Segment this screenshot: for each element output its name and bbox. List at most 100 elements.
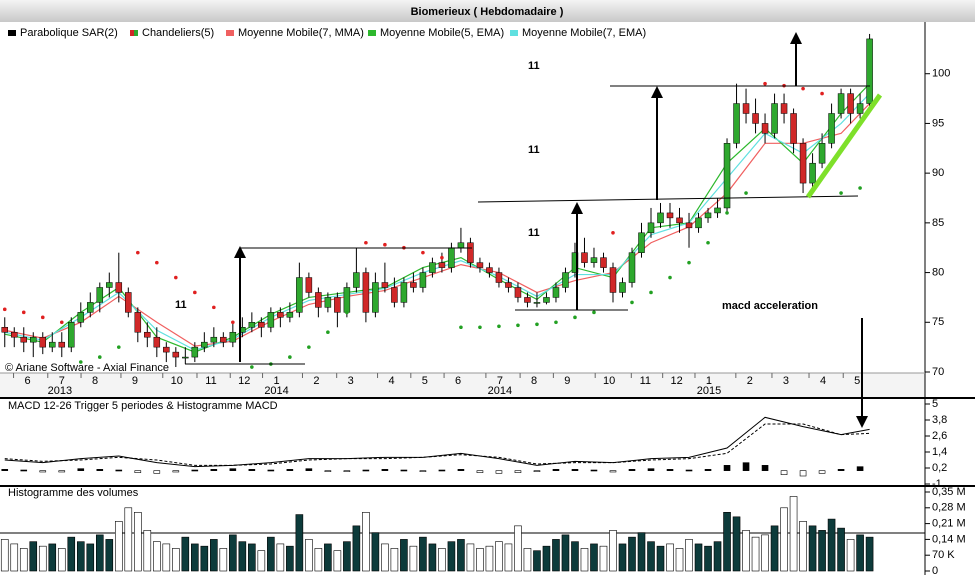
histogram-bar	[229, 468, 237, 471]
candle-body	[714, 207, 721, 214]
candle-body	[666, 212, 674, 219]
candle-body	[49, 341, 56, 348]
sar-dot	[858, 186, 862, 190]
volume-bar	[552, 539, 560, 572]
x-year-label: 2014	[264, 385, 288, 397]
candle-body	[410, 282, 417, 288]
x-tick-label: 12	[238, 375, 250, 387]
sar-dot	[573, 315, 577, 320]
copyright: © Ariane Software - Axial Finance	[5, 362, 169, 374]
volume-bar	[666, 543, 674, 572]
x-tick-label: 7	[497, 375, 503, 387]
legend-label: Chandeliers(5)	[142, 27, 214, 39]
candle-body	[96, 287, 104, 303]
histogram-bar	[172, 470, 180, 473]
x-axis-band	[0, 373, 925, 397]
y-tick-label: 0,2	[932, 462, 947, 474]
candle-body	[419, 272, 427, 288]
candle-body	[353, 272, 360, 288]
x-tick-label: 11	[205, 375, 216, 387]
volume-bar	[485, 545, 494, 572]
y-tick-label: 3,8	[932, 414, 947, 426]
y-tick-label: 0	[932, 565, 938, 575]
candle-body	[733, 103, 740, 144]
volume-bar	[542, 545, 551, 572]
sar-dot	[440, 255, 444, 260]
y-tick-label: 75	[932, 316, 944, 328]
histogram-bar	[666, 469, 674, 471]
volume-bar	[533, 550, 541, 572]
volume-bar	[514, 525, 522, 572]
histogram-bar	[742, 462, 750, 471]
sar-dot	[364, 240, 368, 245]
volume-bar	[286, 545, 294, 572]
candle-body	[771, 103, 778, 134]
sar-dot	[21, 310, 26, 315]
candle-body	[543, 297, 550, 303]
sar-dot	[40, 315, 45, 320]
histogram-bar	[419, 470, 427, 472]
candle-body	[315, 292, 322, 308]
candle-body	[58, 341, 66, 348]
volume-bar	[153, 541, 161, 572]
histogram-bar	[96, 469, 104, 471]
volume-bar	[476, 548, 484, 572]
candle-body	[400, 282, 408, 303]
sar-dot	[136, 250, 140, 255]
volume-bar	[181, 536, 190, 572]
histogram-bar	[20, 469, 28, 472]
line	[4, 416, 870, 468]
volume-bar	[324, 543, 332, 572]
volume-bar	[495, 541, 503, 572]
candle-body	[381, 282, 389, 288]
histogram-bar	[39, 470, 47, 473]
histogram-bar	[799, 470, 807, 477]
candle-body	[125, 292, 132, 313]
histogram-bar	[324, 470, 332, 472]
candle-body	[704, 212, 712, 219]
x-tick-label: 4	[820, 375, 826, 387]
volume-bar	[10, 543, 19, 572]
candle-body	[467, 242, 474, 263]
panel-title: Histogramme des volumes	[8, 487, 139, 499]
candle-body	[391, 287, 398, 303]
resistance-line	[477, 195, 859, 203]
legend-label: Moyenne Mobile(7, EMA)	[522, 27, 646, 39]
volume-bar	[76, 541, 85, 572]
candle-body	[818, 143, 826, 164]
legend-swatch	[8, 30, 16, 36]
candle-body	[144, 331, 151, 338]
y-tick-label: 85	[932, 217, 944, 229]
y-tick-label: 0,28 M	[932, 502, 966, 514]
volume-bar	[694, 543, 703, 572]
volume-bar	[48, 543, 57, 572]
volume-bar	[143, 530, 152, 572]
x-tick-label: 1	[273, 375, 279, 387]
candle-body	[258, 322, 265, 328]
x-tick-label: 6	[455, 375, 461, 387]
histogram-bar	[856, 466, 864, 471]
histogram-bar	[457, 469, 465, 471]
candle-body	[552, 287, 560, 298]
histogram-bar	[647, 468, 655, 471]
sar-dot	[744, 191, 748, 195]
histogram-bar	[381, 469, 389, 471]
sar-dot	[649, 290, 653, 295]
sar-dot	[155, 260, 159, 265]
x-tick-label: 8	[92, 375, 98, 387]
annotation: macd acceleration	[722, 300, 818, 312]
volume-bar	[523, 548, 532, 572]
candle-body	[505, 282, 512, 288]
sar-dot	[212, 305, 216, 310]
title-bar	[0, 0, 975, 22]
y-tick-label: 70	[932, 366, 944, 378]
candle-body	[723, 143, 731, 209]
x-tick-label: 2	[747, 375, 753, 387]
annotations: 11 11 11 11 macd acceleration	[175, 32, 883, 428]
histogram-bar	[1, 469, 9, 471]
volume-bar	[628, 536, 636, 572]
candle-body	[476, 262, 484, 268]
volume-bar	[295, 514, 304, 572]
legend-swatch	[134, 30, 138, 36]
candle-body	[742, 103, 750, 114]
